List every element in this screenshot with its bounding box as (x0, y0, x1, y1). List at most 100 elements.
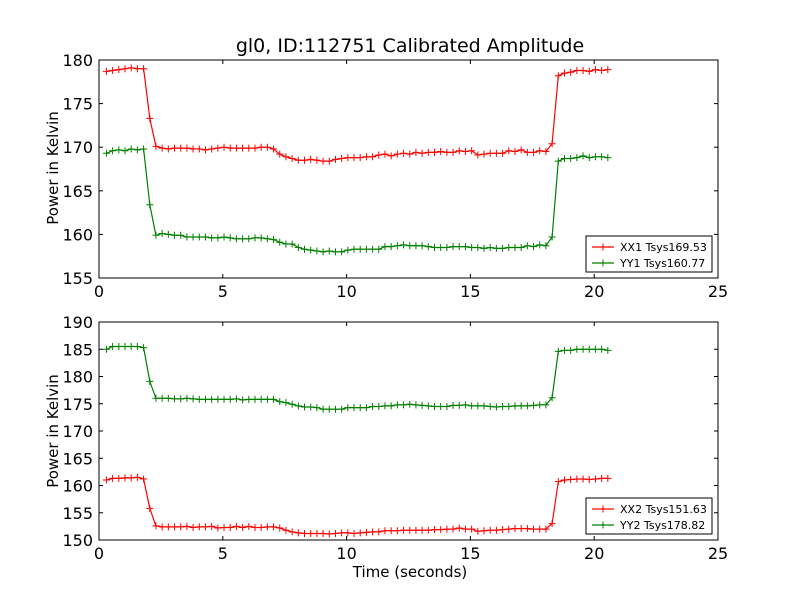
bottom-legend-entry: XX2 Tsys151.63 (620, 503, 707, 516)
bottom-series-1-point (307, 403, 315, 411)
top-series-0-point (226, 144, 234, 152)
bottom-series-1-point (393, 401, 401, 409)
bottom-series-0-point (430, 526, 438, 534)
bottom-series-1-point (362, 404, 370, 412)
bottom-series-0-point (480, 527, 488, 535)
bottom-series-0-point (554, 478, 562, 486)
top-series-1-point (183, 233, 191, 241)
bottom-series-1-point (548, 394, 556, 402)
top-series-0-point (307, 155, 315, 163)
bottom-series-1-point (523, 402, 531, 410)
bottom-series-1-point (517, 402, 525, 410)
bottom-series-0-point (499, 526, 507, 534)
top-series-0-point (474, 151, 482, 159)
top-series-0-point (461, 148, 469, 156)
top-series-1-point (585, 154, 593, 162)
bottom-series-1-point (356, 404, 364, 412)
top-series-1-point (195, 233, 203, 241)
top-series-0-point (362, 153, 370, 161)
top-series-1-point (505, 243, 513, 251)
bottom-series-1-point (220, 395, 228, 403)
top-series-0-point (115, 66, 123, 74)
top-series-1-point (598, 153, 606, 161)
top-series-1-point (331, 248, 339, 256)
top-series-0-point (375, 151, 383, 159)
top-series-0-point (301, 156, 309, 164)
top-series-1-point (171, 231, 179, 239)
top-series-0-point (560, 69, 568, 77)
top-series-1-point (523, 242, 531, 250)
top-legend-box (585, 235, 713, 273)
bottom-x-axis-label: Time (seconds) (352, 563, 468, 581)
top-series-0-point (263, 143, 271, 151)
bottom-series-1-point (152, 394, 160, 402)
top-series-0-point (109, 66, 117, 74)
bottom-series-0-point (102, 476, 110, 484)
bottom-series-0-point (189, 523, 197, 531)
top-series-0-point (579, 66, 587, 74)
top-series-1-point (313, 247, 321, 255)
bottom-series-0-point (387, 527, 395, 535)
bottom-series-1-point (177, 395, 185, 403)
bottom-series-1-point (579, 345, 587, 353)
top-series-1-point (127, 145, 135, 153)
top-chart: gl0, ID:112751 Calibrated Amplitude Powe… (44, 35, 728, 301)
bottom-series-0-point (257, 523, 265, 531)
bottom-chart: Power in Kelvin Time (seconds) 0 5 10 15 20 2… (44, 313, 728, 581)
bottom-series-1-point (369, 402, 377, 410)
bottom-series-0-point (449, 525, 457, 533)
top-series-0-point (201, 146, 209, 154)
bottom-series-0-point (598, 474, 606, 482)
top-series-1-point (115, 146, 123, 154)
top-series-1-point (133, 146, 141, 154)
bottom-series-1-point (505, 402, 513, 410)
bottom-series-0-point (177, 523, 185, 531)
bottom-series-0-point (511, 525, 519, 533)
top-series-0-point (499, 149, 507, 157)
bottom-series-0-point (579, 475, 587, 483)
top-series-0-point (183, 144, 191, 152)
bottom-series-1-point (102, 345, 110, 353)
bottom-series-0-point (400, 526, 408, 534)
bottom-series-1-point (474, 402, 482, 410)
bottom-series-0-point (226, 523, 234, 531)
bottom-series-1-point (573, 345, 581, 353)
top-series-1-point (239, 235, 247, 243)
top-series-0-point (369, 153, 377, 161)
bottom-series-0-point (350, 529, 358, 537)
top-series-0-point (133, 65, 141, 73)
top-axes-frame (98, 59, 719, 279)
bottom-series-0-point (443, 525, 451, 533)
bottom-series-0-point (140, 475, 148, 483)
bottom-y-tick-label: 170 (62, 422, 93, 441)
top-series-0-point (406, 150, 414, 158)
top-series-1-point (381, 243, 389, 251)
bottom-series-0-point (517, 525, 525, 533)
bottom-series-1-point (381, 402, 389, 410)
top-series-1-point (257, 234, 265, 242)
bottom-x-tick-label: 10 (336, 544, 356, 563)
bottom-series-1-point (189, 395, 197, 403)
bottom-series-0-point (282, 526, 290, 534)
bottom-series-1-point (325, 405, 333, 413)
bottom-series-0-point (424, 526, 432, 534)
top-series-1-point (362, 245, 370, 253)
bottom-series-1-point (449, 401, 457, 409)
top-series-0-point (567, 68, 575, 76)
top-series-1-point (604, 154, 612, 162)
bottom-series-1-point (331, 405, 339, 413)
top-series-0-point (437, 148, 445, 156)
bottom-series-0-point (548, 520, 556, 528)
bottom-series-1-point (585, 345, 593, 353)
top-series-0-point (604, 66, 612, 74)
top-series-0-point (350, 154, 358, 162)
top-legend-entry: YY1 Tsys160.77 (619, 257, 705, 270)
bottom-legend-swatch-marker (599, 521, 607, 529)
bottom-x-tick-label: 25 (708, 544, 728, 563)
bottom-series-0-point (270, 523, 278, 531)
top-series-1-point (418, 242, 426, 250)
bottom-series-0-point (201, 523, 209, 531)
top-series-0-point (325, 157, 333, 165)
bottom-series-0-point (523, 525, 531, 533)
